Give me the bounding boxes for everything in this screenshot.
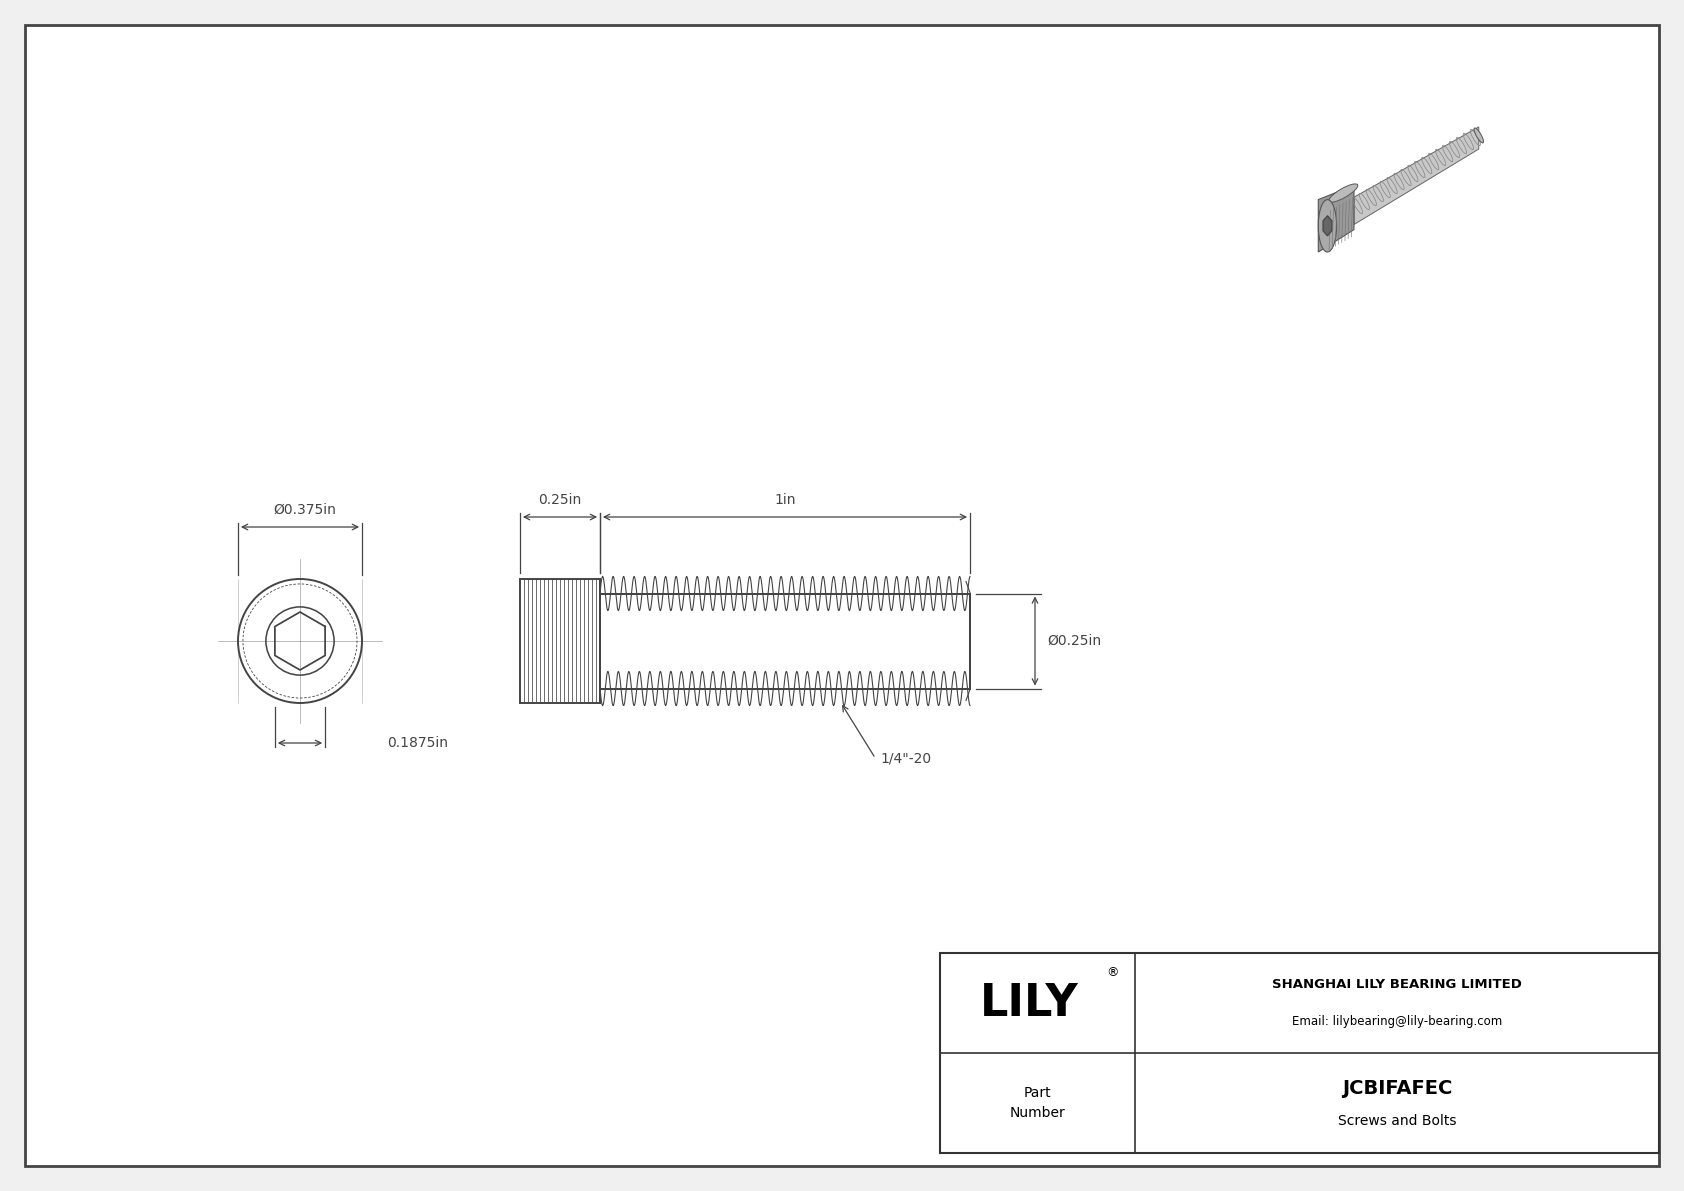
Text: ®: ®	[1106, 967, 1118, 979]
Ellipse shape	[1319, 200, 1337, 252]
Bar	[520, 579, 600, 703]
Ellipse shape	[1329, 183, 1357, 202]
Text: 1in: 1in	[775, 493, 797, 507]
Ellipse shape	[1474, 127, 1484, 143]
Polygon shape	[1324, 216, 1332, 236]
Text: 0.25in: 0.25in	[539, 493, 581, 507]
Polygon shape	[1319, 186, 1354, 252]
Text: JCBIFAFEC: JCBIFAFEC	[1342, 1079, 1452, 1097]
Text: Screws and Bolts: Screws and Bolts	[1337, 1114, 1457, 1128]
Bar	[940, 953, 1659, 1153]
Bar	[600, 593, 970, 688]
Text: Email: lilybearing@lily-bearing.com: Email: lilybearing@lily-bearing.com	[1292, 1015, 1502, 1028]
Text: SHANGHAI LILY BEARING LIMITED: SHANGHAI LILY BEARING LIMITED	[1271, 979, 1522, 991]
Text: 0.1875in: 0.1875in	[387, 736, 448, 750]
Text: 1/4"-20: 1/4"-20	[881, 752, 931, 766]
Polygon shape	[1354, 127, 1479, 224]
Text: LILY: LILY	[980, 981, 1079, 1024]
Text: Ø0.25in: Ø0.25in	[1047, 634, 1101, 648]
Text: Part
Number: Part Number	[1010, 1086, 1066, 1120]
Text: Ø0.375in: Ø0.375in	[273, 503, 337, 517]
